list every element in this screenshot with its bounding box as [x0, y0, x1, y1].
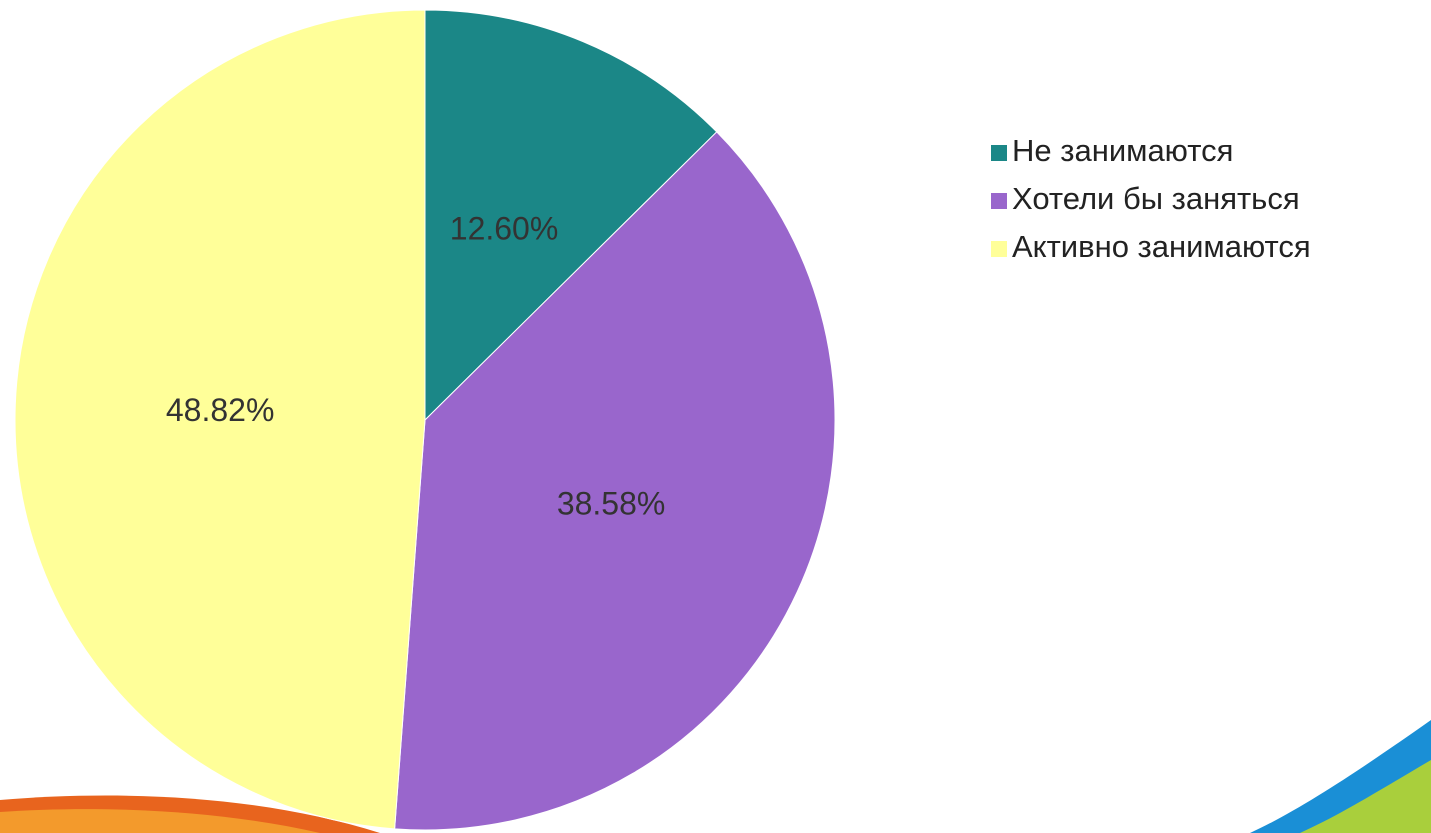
pie-slice [424, 9, 718, 422]
decor-swoosh [0, 809, 320, 833]
legend-swatch [991, 241, 1007, 257]
legend-label: Активно занимаются [1012, 229, 1311, 264]
legend-label: Не занимаются [1012, 133, 1233, 168]
legend-swatch [991, 145, 1007, 161]
pie: 12.60% 38.58% 48.82% [14, 9, 836, 831]
decor-swoosh [1300, 760, 1431, 833]
legend-label: Хотели бы заняться [1012, 181, 1300, 216]
pie-slice [394, 131, 836, 831]
data-label: 12.60% [450, 210, 559, 246]
legend-swatch [991, 193, 1007, 209]
legend: Не занимаются Хотели бы заняться Активно з… [991, 133, 1311, 264]
pie-slice [14, 9, 426, 830]
data-label: 38.58% [557, 485, 666, 521]
data-label: 48.82% [166, 392, 275, 428]
